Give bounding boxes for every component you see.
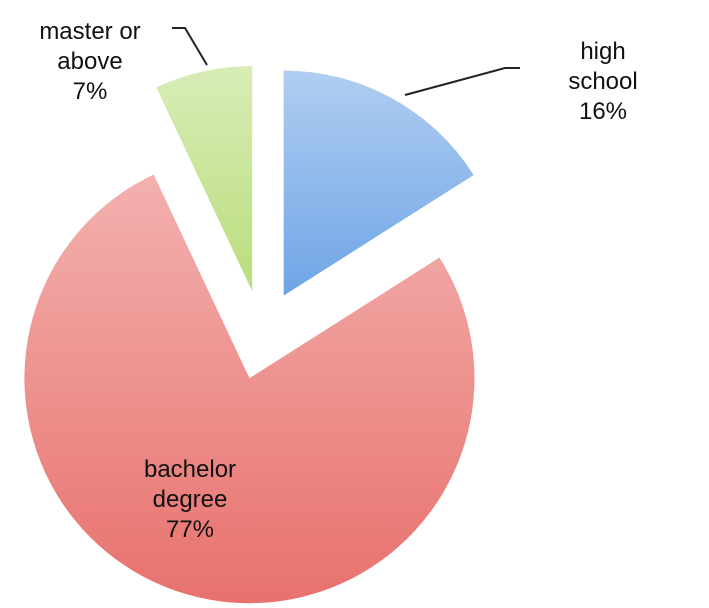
leader-line: [172, 27, 208, 66]
value-label: 16%: [578, 98, 628, 125]
category-label: bachelor degree: [143, 456, 237, 513]
slice-shine: [24, 174, 475, 604]
category-label: high school: [568, 38, 638, 95]
value-label: 7%: [72, 78, 108, 105]
category-label: master or above: [39, 18, 141, 75]
slice-label: high school 16%: [550, 37, 656, 127]
slice-label: master or above 7%: [15, 17, 165, 107]
slice-shine: [283, 70, 474, 296]
value-label: 77%: [165, 516, 215, 543]
slice-shine: [156, 66, 253, 292]
leader-line: [404, 67, 520, 96]
slice-label: bachelor degree 77%: [125, 455, 255, 545]
